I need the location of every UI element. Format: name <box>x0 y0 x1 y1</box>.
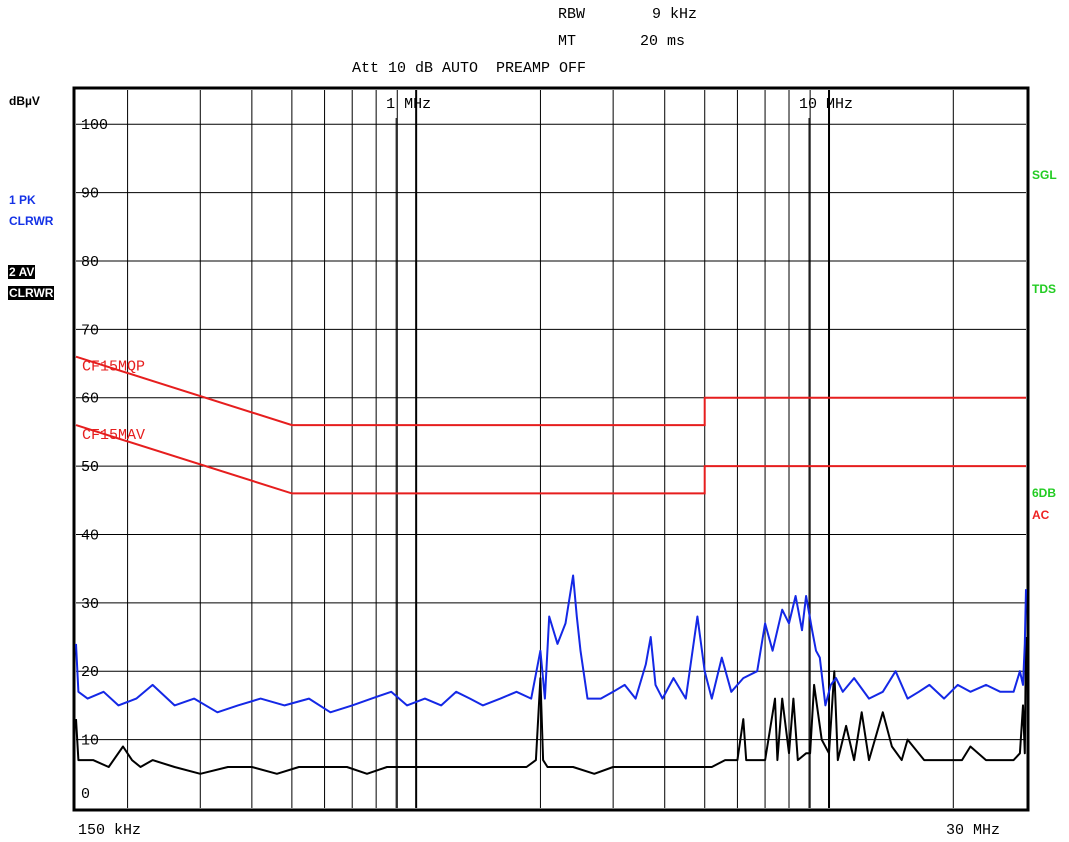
y-tick-label: 80 <box>81 254 99 271</box>
mt-label: MT <box>558 33 577 50</box>
y-tick-label: 30 <box>81 596 99 613</box>
limit-line <box>75 424 1026 495</box>
x-axis-markers: 1 MHz 10 MHz <box>386 96 853 808</box>
y-tick-label: 50 <box>81 459 99 476</box>
trace1-mode: CLRWR <box>9 214 54 228</box>
y-axis-ticks: 0 10 20 30 40 50 60 70 80 90 100 <box>81 117 108 803</box>
limit-lines: CF15MQP CF15MAV <box>75 355 1026 495</box>
rbw-value: 9 kHz <box>652 6 698 23</box>
tds-indicator: TDS <box>1032 282 1056 296</box>
mt-value: 20 ms <box>640 33 686 50</box>
limit-line-label: CF15MQP <box>82 359 145 376</box>
average-trace <box>75 636 1027 775</box>
y-tick-label: 40 <box>81 527 99 544</box>
trace2-detector: 2 AV <box>8 265 36 279</box>
peak-trace <box>75 574 1027 714</box>
trace1-detector: 1 PK <box>9 193 36 207</box>
stop-frequency: 30 MHz <box>946 822 1001 839</box>
settings-line: Att 10 dB AUTO PREAMP OFF <box>352 60 587 77</box>
y-tick-label: 90 <box>81 186 99 203</box>
ac-indicator: AC <box>1032 508 1050 522</box>
y-tick-label: 60 <box>81 391 99 408</box>
limit-line <box>75 355 1026 427</box>
traces <box>75 574 1027 775</box>
grid <box>76 90 1026 808</box>
trace2-mode: CLRWR <box>8 286 55 300</box>
y-tick-label: 20 <box>81 664 99 681</box>
y-tick-label: 100 <box>81 117 108 134</box>
unit-label: dBµV <box>9 94 40 108</box>
start-frequency: 150 kHz <box>78 822 142 839</box>
y-tick-label: 70 <box>81 322 99 339</box>
y-tick-label: 0 <box>81 786 90 803</box>
x-marker-label: 1 MHz <box>386 96 431 113</box>
rbw-label: RBW <box>558 6 586 23</box>
x-marker-label: 10 MHz <box>799 96 853 113</box>
plot-frame <box>72 86 1030 812</box>
sgl-indicator: SGL <box>1032 168 1057 182</box>
y-tick-label: 10 <box>81 733 99 750</box>
limit-line-label: CF15MAV <box>82 427 145 444</box>
6db-indicator: 6DB <box>1032 486 1057 500</box>
